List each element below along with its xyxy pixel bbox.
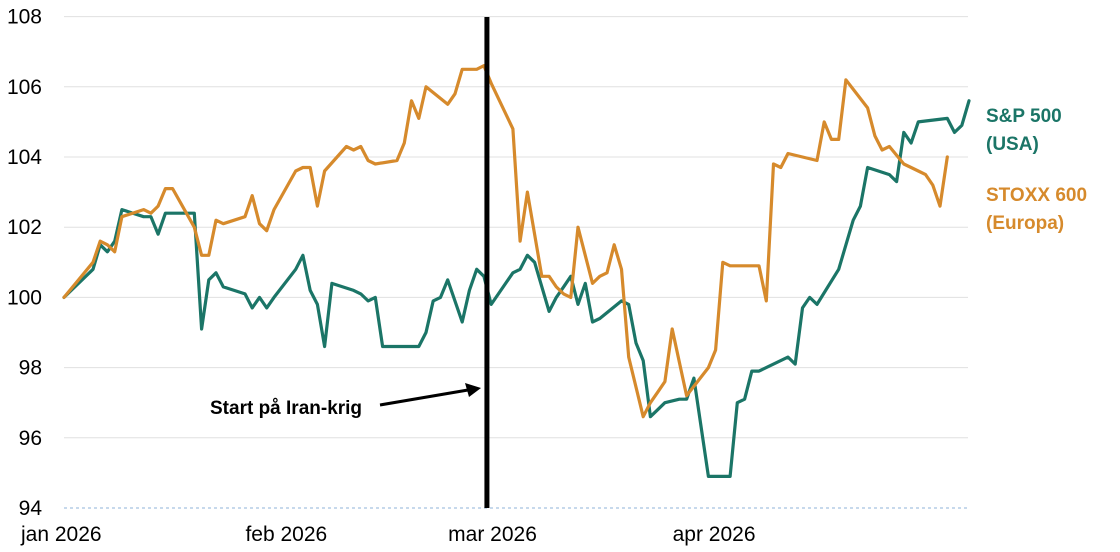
event-marker: Start på Iran-krig [210,17,490,508]
y-tick-label: 104 [7,146,42,169]
x-tick-label: jan 2026 [20,523,102,546]
y-tick-label: 102 [7,216,42,239]
y-tick-label: 106 [7,76,42,99]
y-tick-label: 96 [19,427,42,450]
y-tick-label: 94 [19,497,43,520]
legend-label-0: (USA) [986,134,1039,155]
arrow-head [465,383,481,397]
series-lines [62,64,971,478]
x-tick-label: feb 2026 [245,523,327,546]
legend-label-1: STOXX 600 [986,185,1087,206]
y-tick-label: 108 [7,6,42,29]
legend-label-1: (Europa) [986,213,1064,234]
x-axis-ticks: jan 2026 feb 2026 mar 2026 apr 2026 [20,523,756,546]
series-line-0 [62,99,971,478]
y-tick-label: 100 [7,286,42,309]
x-tick-label: mar 2026 [448,523,537,546]
event-annotation: Start på Iran-krig [210,398,362,419]
legend-label-0: S&P 500 [986,106,1062,127]
x-tick-label: apr 2026 [673,523,756,546]
y-axis-ticks: 94 96 98 100 102 104 106 108 [7,6,42,520]
arrow-shaft [379,388,469,407]
legend: S&P 500 (USA) STOXX 600 (Europa) [986,106,1087,234]
y-tick-label: 98 [19,357,42,380]
grid-lines [64,16,968,439]
series-line-1 [62,64,949,419]
